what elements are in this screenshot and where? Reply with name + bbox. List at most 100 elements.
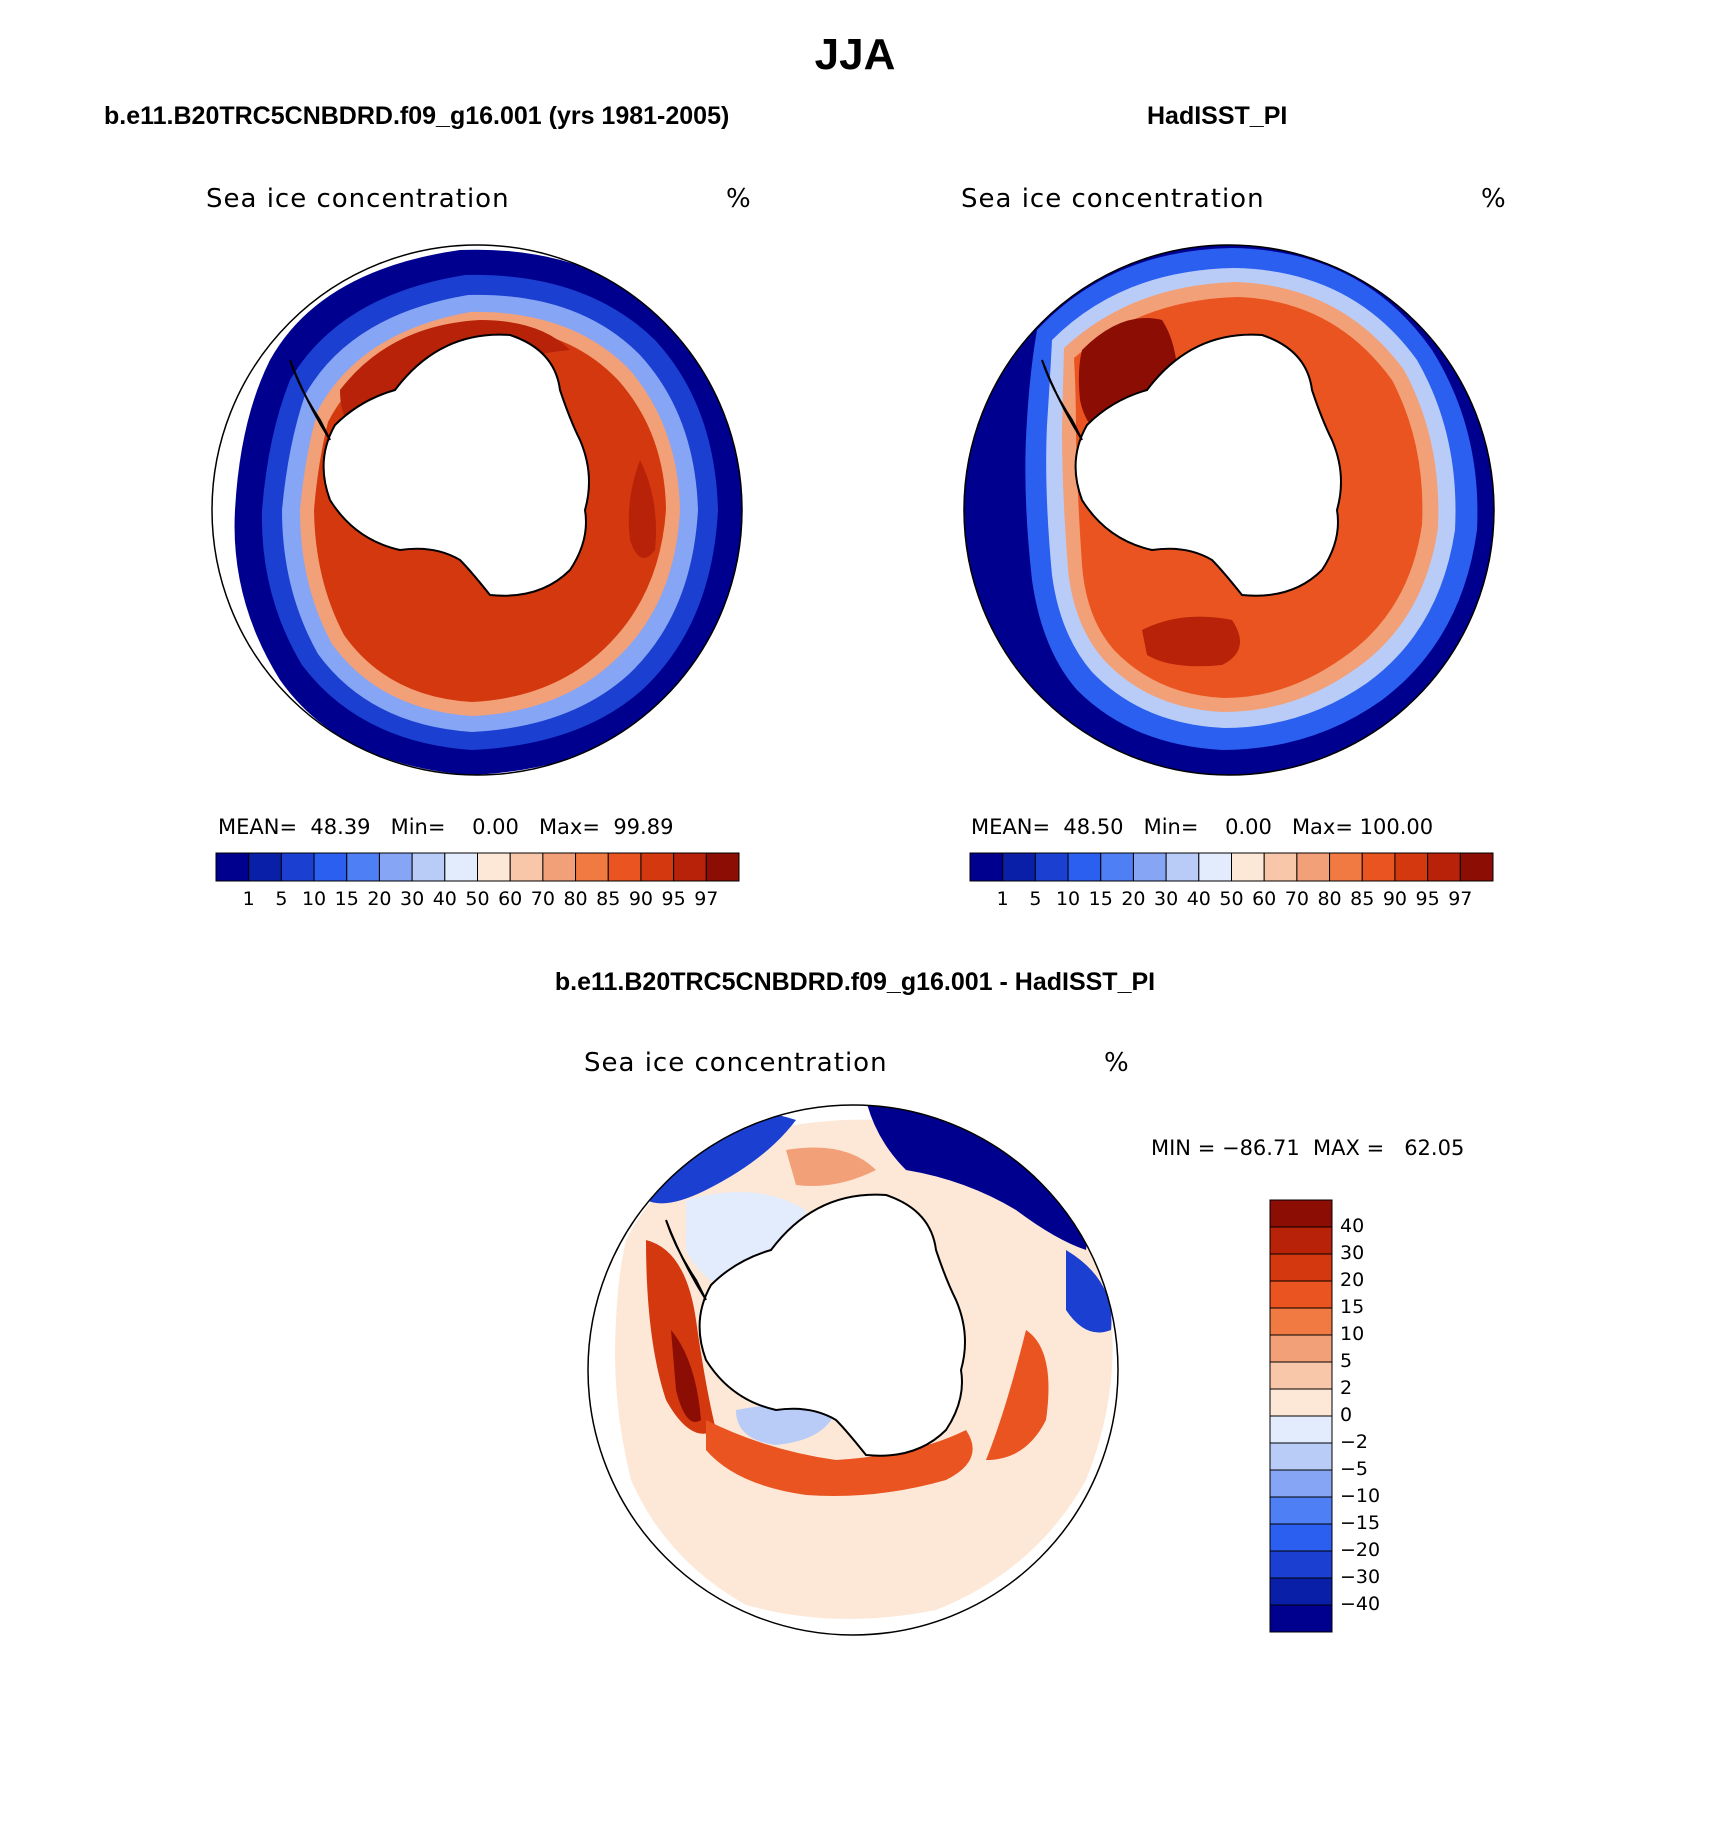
panel1-case-title: b.e11.B20TRC5CNBDRD.f09_g16.001 (yrs 198… (104, 102, 730, 130)
colorbar-swatch (1198, 852, 1232, 882)
diff-units: % (1104, 1048, 1130, 1078)
colorbar-swatch (1269, 1307, 1333, 1336)
panel1-polar-map (211, 244, 743, 776)
panel2-min-label: Min= (1143, 815, 1199, 839)
colorbar-swatch (215, 852, 250, 882)
colorbar-tick-label: 5 (275, 888, 288, 910)
colorbar-tick-label: −5 (1340, 1458, 1369, 1480)
colorbar-tick-label: 20 (1121, 888, 1146, 910)
colorbar-swatch (1269, 1577, 1333, 1606)
colorbar-swatch (477, 852, 511, 882)
colorbar-swatch (1034, 852, 1069, 882)
colorbar-swatch (378, 852, 413, 882)
colorbar-tick-label: 10 (1340, 1323, 1365, 1345)
colorbar-swatch (1269, 1226, 1333, 1255)
panel2-antarctica (1074, 333, 1342, 597)
colorbar-swatch (542, 852, 577, 882)
colorbar-tick-label: 90 (628, 888, 654, 910)
colorbar-swatch (1269, 1280, 1333, 1309)
colorbar-tick-label: 40 (432, 888, 457, 910)
colorbar-swatch (1165, 852, 1200, 882)
colorbar-swatch (313, 852, 348, 882)
panel2-mean-label: MEAN= (971, 815, 1051, 839)
colorbar-swatch (1263, 852, 1298, 882)
colorbar-tick-label: −10 (1340, 1485, 1381, 1507)
colorbar-tick-label: 90 (1382, 888, 1408, 910)
diff-min-max: MIN = −86.71 MAX = 62.05 (1151, 1136, 1465, 1160)
colorbar-swatch (1269, 1199, 1333, 1228)
colorbar-tick-label: 15 (334, 888, 359, 910)
figure-title: JJA (814, 30, 896, 79)
colorbar-tick-label: −2 (1340, 1431, 1369, 1453)
panel2-min: 0.00 (1225, 815, 1272, 839)
panel1-colorbar-ticks: 1 5 10 15 20 30 40 50 60 70 80 85 90 95 97 (216, 888, 739, 912)
colorbar-swatch (248, 852, 282, 882)
colorbar-swatch (705, 852, 740, 882)
panel1-antarctica (322, 333, 590, 597)
colorbar-tick-label: 60 (498, 888, 523, 910)
colorbar-tick-label: −15 (1340, 1512, 1381, 1534)
colorbar-tick-label: 20 (1340, 1269, 1365, 1291)
diff-polar-map (587, 1104, 1119, 1636)
panel1-field-label: Sea ice concentration (206, 184, 510, 214)
diff-antarctica (698, 1193, 966, 1457)
panel2-polar-map (963, 244, 1495, 776)
colorbar-tick-label: 40 (1340, 1215, 1365, 1237)
colorbar-tick-label: 50 (465, 888, 490, 910)
colorbar-swatch (607, 852, 642, 882)
colorbar-swatch (1269, 1334, 1333, 1363)
panel2-mean: 48.50 (1063, 815, 1124, 839)
colorbar-tick-label: 2 (1340, 1377, 1353, 1399)
diff-colorbar-ticks: 40 30 20 15 10 5 2 0 −2 −5 −10 −15 −20 −30 −40 (1340, 1200, 1420, 1632)
colorbar-tick-label: 15 (1340, 1296, 1365, 1318)
colorbar-tick-label: 85 (1350, 888, 1375, 910)
colorbar-swatch (1269, 1523, 1333, 1552)
colorbar-tick-label: 85 (596, 888, 621, 910)
panel2-field-label: Sea ice concentration (961, 184, 1265, 214)
colorbar-tick-label: 80 (1317, 888, 1342, 910)
colorbar-tick-label: 30 (400, 888, 425, 910)
panel1-mean: 48.39 (310, 815, 371, 839)
panel2-stats: MEAN= 48.50 Min= 0.00 Max= 100.00 (971, 815, 1433, 839)
panel2-colorbar (969, 852, 1494, 882)
panel1-colorbar (215, 852, 740, 882)
colorbar-swatch (1269, 1415, 1333, 1444)
panel2-max: 100.00 (1359, 815, 1434, 839)
colorbar-tick-label: 15 (1088, 888, 1113, 910)
colorbar-swatch (1361, 852, 1396, 882)
colorbar-tick-label: 80 (563, 888, 588, 910)
panel1-units: % (726, 184, 752, 214)
colorbar-swatch (969, 852, 1004, 882)
diff-case-title: b.e11.B20TRC5CNBDRD.f09_g16.001 - HadISS… (554, 968, 1156, 996)
colorbar-tick-label: 5 (1029, 888, 1042, 910)
colorbar-tick-label: 5 (1340, 1350, 1353, 1372)
colorbar-swatch (1231, 852, 1265, 882)
colorbar-swatch (411, 852, 446, 882)
colorbar-swatch (280, 852, 315, 882)
colorbar-tick-label: 1 (996, 888, 1009, 910)
colorbar-tick-label: 20 (367, 888, 392, 910)
colorbar-swatch (1296, 852, 1331, 882)
colorbar-swatch (1269, 1550, 1333, 1579)
panel2-case-title: HadISST_PI (1147, 102, 1288, 130)
colorbar-tick-label: −30 (1340, 1566, 1381, 1588)
colorbar-swatch (673, 852, 707, 882)
colorbar-swatch (346, 852, 380, 882)
panel1-stats: MEAN= 48.39 Min= 0.00 Max= 99.89 (218, 815, 673, 839)
colorbar-swatch (640, 852, 675, 882)
colorbar-tick-label: 95 (661, 888, 686, 910)
colorbar-tick-label: 70 (1284, 888, 1309, 910)
colorbar-swatch (1269, 1442, 1333, 1471)
colorbar-swatch (1269, 1469, 1333, 1498)
colorbar-swatch (1067, 852, 1102, 882)
colorbar-tick-label: 60 (1252, 888, 1277, 910)
colorbar-swatch (1329, 852, 1363, 882)
panel1-min: 0.00 (472, 815, 519, 839)
colorbar-swatch (1100, 852, 1134, 882)
colorbar-swatch (1459, 852, 1494, 882)
panel2-colorbar-ticks: 1 5 10 15 20 30 40 50 60 70 80 85 90 95 97 (970, 888, 1493, 912)
colorbar-swatch (1427, 852, 1461, 882)
colorbar-tick-label: 40 (1186, 888, 1211, 910)
diff-colorbar (1269, 1199, 1333, 1633)
panel1-max: 99.89 (613, 815, 674, 839)
